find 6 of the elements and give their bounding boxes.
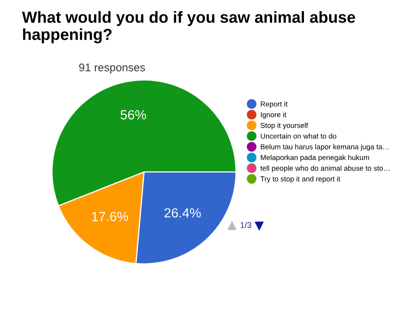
- data-label: 17.6%: [92, 212, 128, 222]
- chart-title: What would you do if you saw animal abuse happening?: [22, 11, 356, 44]
- chart-subtitle: 91 responses: [79, 63, 145, 74]
- data-label: 56%: [120, 110, 146, 120]
- text: 1/3: [240, 222, 252, 228]
- data-label: 26.4%: [164, 208, 201, 218]
